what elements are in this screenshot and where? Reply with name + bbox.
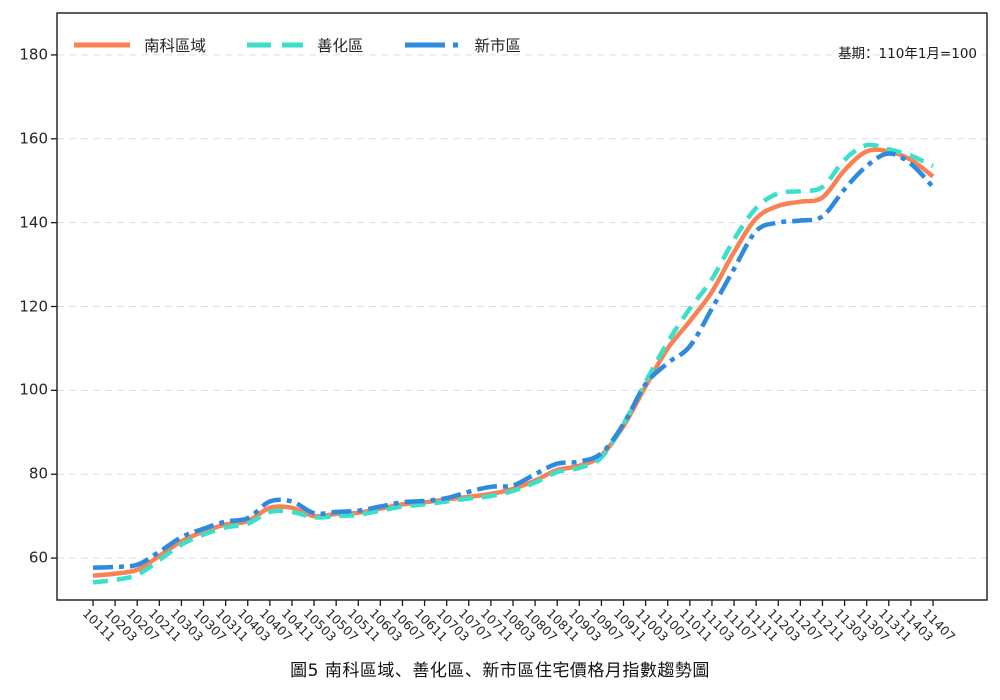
y-tick-label: 140 [19,213,48,232]
y-tick-label: 80 [28,464,48,483]
plot-border [56,12,988,601]
series-line-2 [92,151,935,570]
series-line-1 [92,142,934,585]
legend-dashed-line-icon [247,42,304,48]
legend-solid-line-icon [74,42,130,48]
legend-label-shanhua: 善化區 [317,37,364,55]
base-period-note: 基期：110年1月=100 [838,46,977,62]
y-tick-label: 120 [19,297,48,315]
legend: 南科區域 善化區 新市區 [73,34,521,56]
legend-dashdot-line-icon [404,42,461,48]
y-tick-label: 100 [19,380,48,399]
legend-label-nanke: 南科區域 [144,37,207,55]
legend-item-xinshi: 新市區 [404,34,522,56]
y-tick-label: 60 [28,548,48,567]
legend-label-xinshi: 新市區 [474,37,522,55]
y-tick-label: 160 [19,129,48,148]
legend-item-nanke: 南科區域 [73,34,206,56]
series-line-0 [92,147,935,578]
y-tick-label: 180 [19,45,48,64]
figure-title: 圖5 南科區域、善化區、新市區住宅價格月指數趨勢圖 [290,661,710,681]
legend-item-shanhua: 善化區 [246,34,364,56]
